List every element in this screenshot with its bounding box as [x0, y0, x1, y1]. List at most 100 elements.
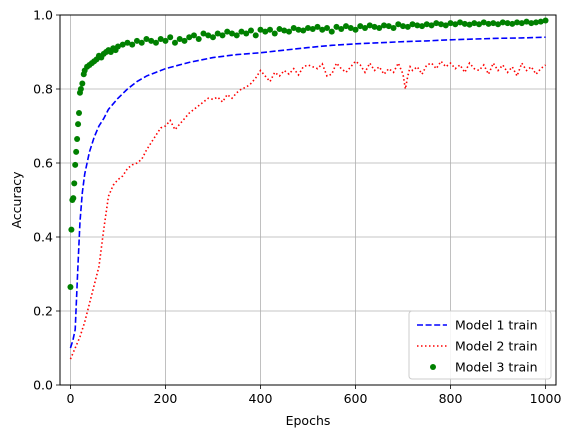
model-3-train-point	[228, 30, 235, 37]
model-3-train-point	[423, 21, 430, 28]
model-3-train-point	[409, 21, 416, 28]
model-3-train-point	[285, 28, 292, 35]
model-3-train-point	[266, 26, 273, 33]
model-3-train-point	[76, 110, 83, 117]
model-3-train-point	[247, 27, 254, 34]
model-3-train-point	[376, 24, 383, 31]
y-tick-label: 0.6	[33, 156, 53, 171]
model-3-train-point	[224, 28, 231, 35]
model-3-train-point	[252, 32, 259, 39]
x-tick-label: 0	[66, 391, 74, 406]
model-3-train-point	[324, 24, 331, 31]
model-3-train-point	[281, 27, 288, 34]
model-3-train-point	[452, 21, 459, 28]
model-3-train-point	[71, 180, 78, 187]
model-3-train-point	[162, 37, 169, 44]
y-tick-label: 0.2	[33, 304, 53, 319]
ticks: 0 200 400 600 800 1000 0.0 0.2 0.4 0.6 0.8 1.0	[33, 8, 561, 407]
model-3-train-point	[419, 23, 426, 30]
model-3-train-point	[290, 24, 297, 31]
model-3-train-point	[200, 30, 207, 37]
model-3-train-point	[138, 39, 145, 46]
model-3-train-point	[537, 18, 544, 25]
model-3-train-point	[305, 24, 311, 31]
model-3-train-point	[328, 28, 335, 35]
model-3-train-point	[124, 39, 131, 46]
model-3-train-point	[442, 22, 449, 29]
legend-box	[408, 310, 552, 380]
model-3-train-point	[143, 36, 150, 43]
model-3-train-point	[314, 23, 321, 30]
model-3-train-point	[347, 24, 354, 31]
model-2-train-legend-label: Model 2 train	[455, 339, 538, 354]
model-2-train-line	[69, 59, 547, 360]
model-3-train-point	[209, 34, 216, 41]
model-3-train-point	[528, 20, 535, 27]
x-tick-label: 1000	[530, 391, 562, 406]
model-3-train-point	[79, 80, 86, 87]
model-3-train-point	[499, 19, 506, 26]
model-3-train-point	[157, 36, 164, 43]
model-3-train-point	[395, 21, 402, 28]
y-tick-label: 0.0	[33, 378, 53, 393]
model-3-train-point	[480, 19, 487, 26]
model-3-train-legend-marker	[430, 364, 436, 370]
model-3-train-point	[171, 39, 178, 46]
model-3-train-point	[485, 20, 492, 27]
model-3-train-point	[381, 22, 388, 29]
model-3-train-point	[357, 23, 364, 30]
model-3-train-point	[495, 21, 502, 28]
model-3-train-point	[271, 30, 278, 37]
model-3-train-point	[309, 26, 316, 33]
model-3-train-point	[433, 20, 440, 27]
model-3-train-point	[390, 24, 397, 31]
model-3-train-point	[205, 32, 212, 39]
model-3-train-point	[238, 28, 245, 35]
model-3-train-point	[73, 148, 80, 155]
y-tick-label: 0.4	[33, 230, 53, 245]
series-layer	[67, 17, 549, 360]
model-3-train-point	[533, 19, 540, 26]
model-3-train-point	[319, 26, 326, 33]
model-3-train-point	[466, 21, 473, 28]
model-3-train-point	[518, 20, 525, 27]
model-3-train-point	[219, 32, 226, 39]
model-3-train-point	[504, 20, 511, 27]
model-3-train-point	[181, 37, 188, 44]
model-3-train-point	[67, 283, 74, 290]
model-3-train-point	[362, 24, 369, 31]
model-3-train-points	[67, 17, 549, 290]
model-3-train-point	[167, 34, 174, 41]
x-tick-label: 800	[439, 391, 463, 406]
x-tick-label: 400	[249, 391, 273, 406]
model-3-train-point	[428, 22, 435, 29]
x-tick-label: 200	[154, 391, 178, 406]
model-3-train-point	[77, 86, 84, 92]
model-3-train-point	[75, 121, 82, 128]
model-3-train-point	[190, 32, 197, 39]
model-3-train-point	[262, 28, 269, 35]
model-3-train-point	[214, 30, 221, 37]
model-3-train-point	[457, 19, 464, 26]
y-tick-label: 1.0	[33, 8, 53, 23]
model-3-train-point	[385, 23, 392, 30]
model-3-train-point	[523, 18, 530, 25]
model-3-train-point	[195, 36, 202, 43]
model-3-train-point	[438, 21, 445, 28]
y-tick-label: 0.8	[33, 82, 53, 97]
model-3-train-point	[148, 37, 155, 44]
legend: Model 1 train Model 2 train Model 3 train	[408, 310, 552, 380]
y-axis-label: Accuracy	[9, 171, 24, 229]
model-3-train-legend-label: Model 3 train	[455, 360, 538, 375]
model-3-train-point	[233, 32, 240, 39]
model-3-train-point	[338, 26, 345, 33]
model-3-train-point	[542, 17, 549, 24]
model-3-train-point	[400, 23, 407, 30]
model-3-train-point	[129, 41, 136, 48]
model-3-train-point	[152, 39, 159, 46]
model-3-train-point	[514, 19, 521, 26]
model-3-train-point	[404, 23, 411, 30]
model-3-train-point	[72, 161, 79, 168]
model-3-train-point	[68, 226, 75, 233]
